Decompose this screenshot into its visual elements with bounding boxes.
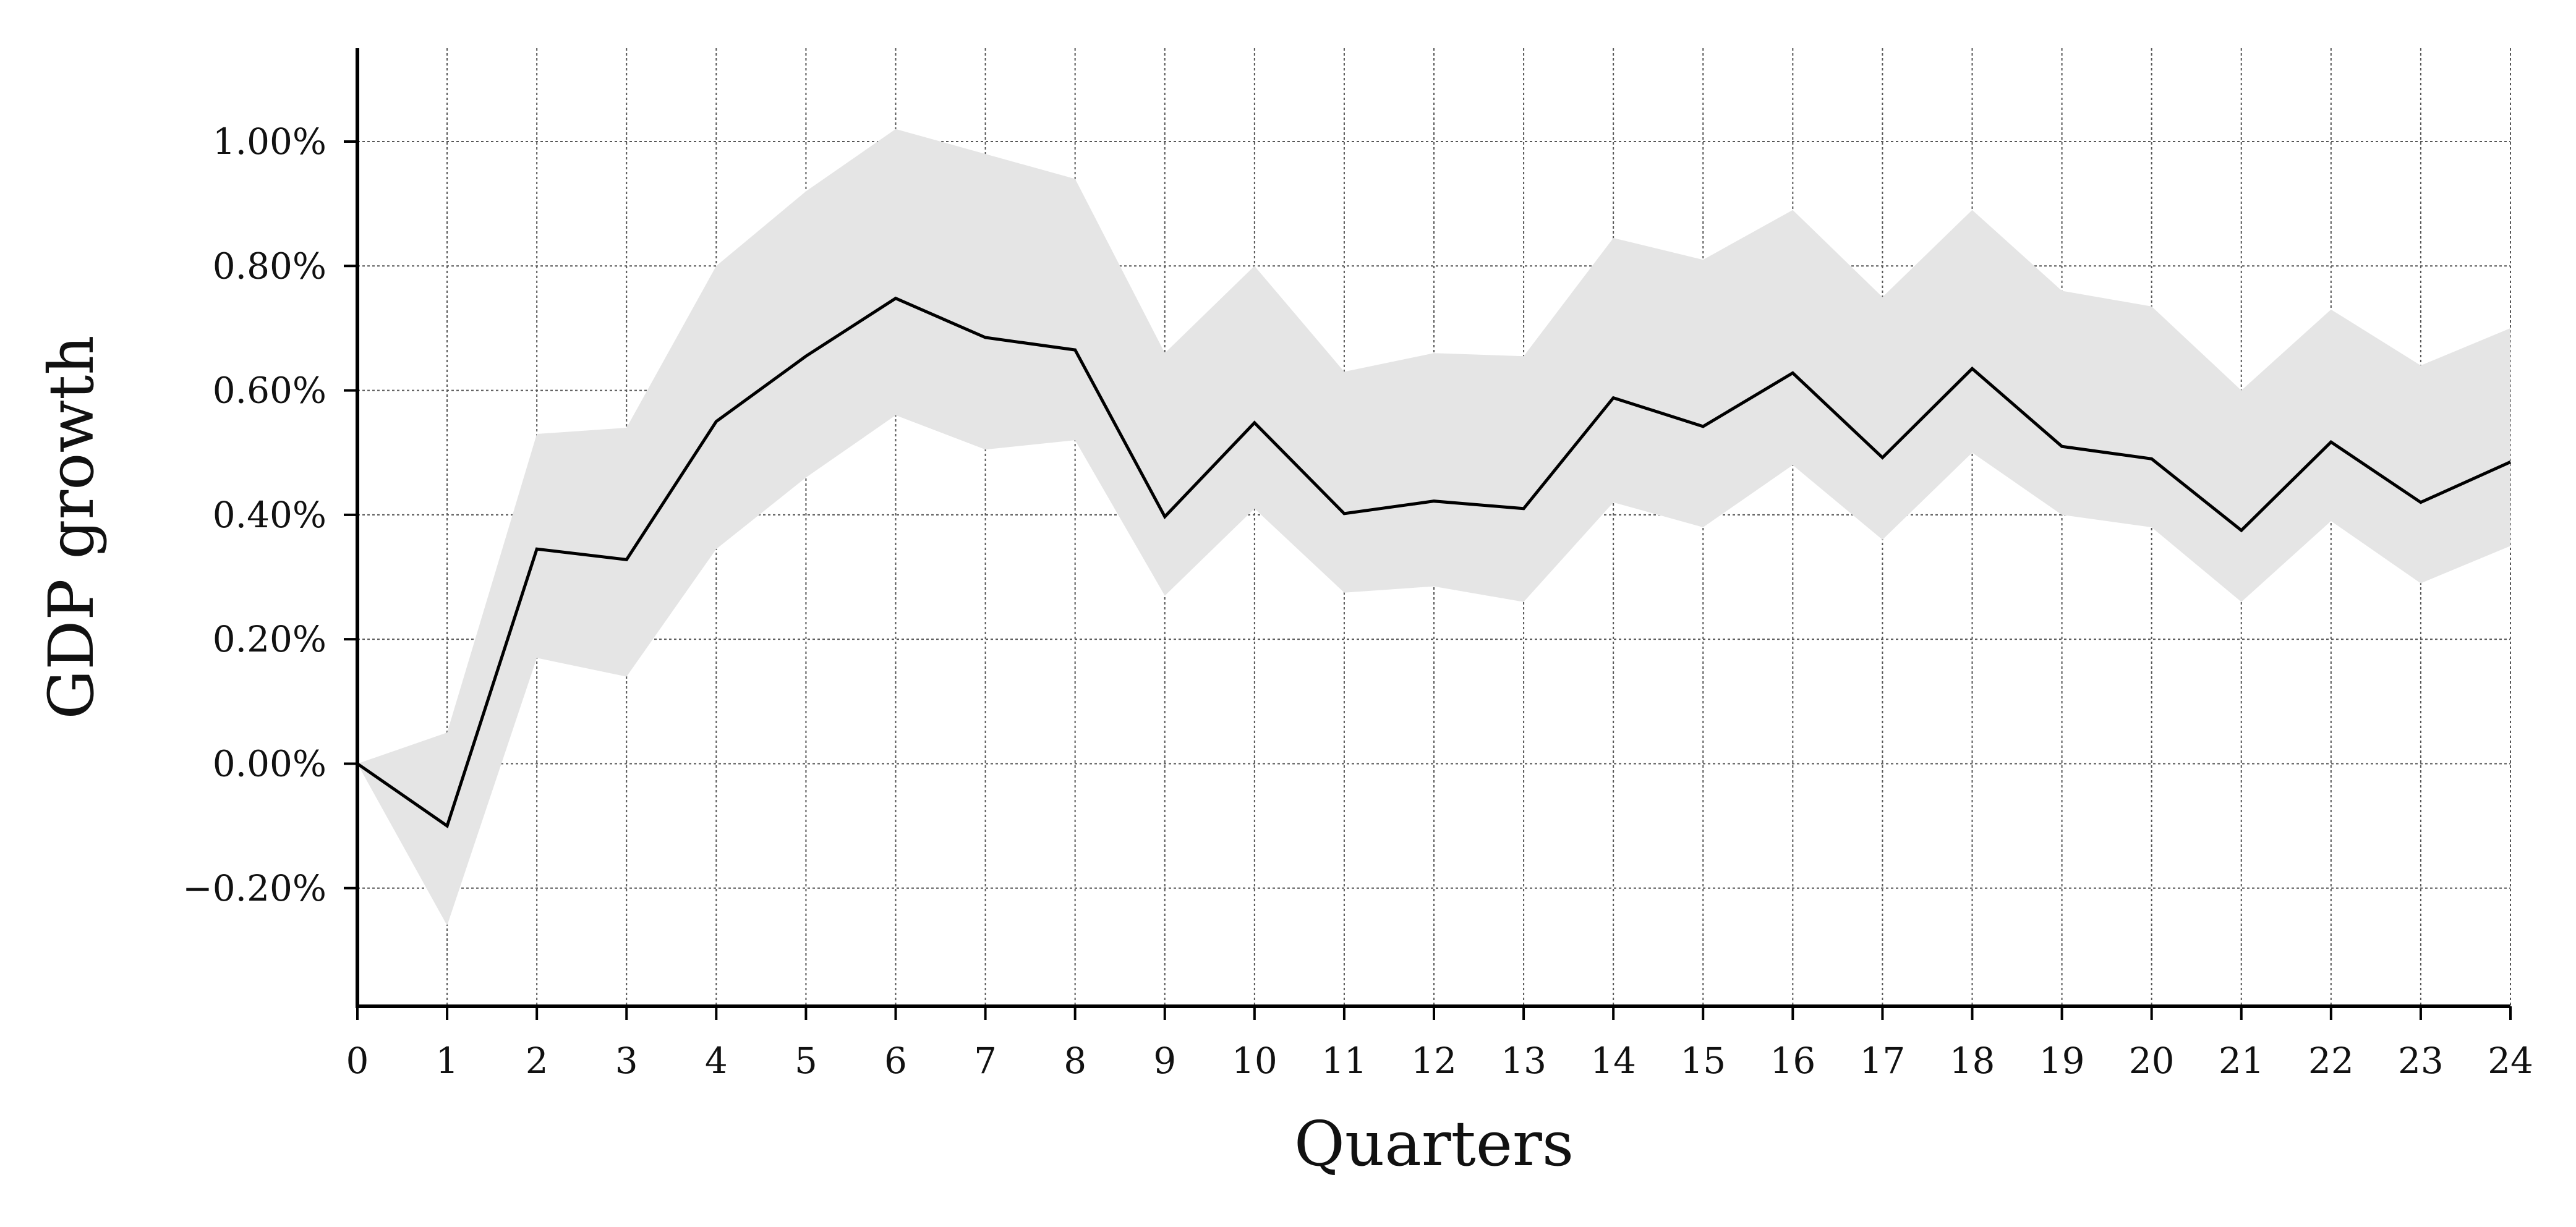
y-tick-label-6: 1.00% <box>213 121 326 163</box>
x-tick-label-12: 12 <box>1411 1040 1457 1082</box>
confidence-band-layer <box>357 129 2510 926</box>
x-tick-label-7: 7 <box>974 1040 997 1082</box>
x-tick-label-5: 5 <box>795 1040 817 1082</box>
x-axis-title: Quarters <box>1294 1108 1574 1180</box>
x-tick-label-6: 6 <box>884 1040 907 1082</box>
x-tick-label-9: 9 <box>1153 1040 1176 1082</box>
x-tick-label-10: 10 <box>1232 1040 1277 1082</box>
series-layer <box>356 296 2512 829</box>
x-tick-label-3: 3 <box>615 1040 638 1082</box>
y-tick-label-5: 0.80% <box>213 245 326 287</box>
x-tick-label-21: 21 <box>2219 1040 2264 1082</box>
x-tick-label-0: 0 <box>346 1040 369 1082</box>
y-tick-label-3: 0.40% <box>213 494 326 536</box>
tick-labels: 0 1 2 3 4 5 6 7 8 9 10 11 12 13 14 15 16 17 18 19 20 21 22 23 24… <box>182 121 2533 1082</box>
x-tick-label-23: 23 <box>2398 1040 2444 1082</box>
x-tick-label-14: 14 <box>1590 1040 1636 1082</box>
y-axis-title: GDP growth <box>35 335 108 719</box>
x-tick-label-1: 1 <box>436 1040 459 1082</box>
series-line-0 <box>356 296 2512 829</box>
confidence-band <box>357 129 2510 926</box>
y-tick-label-4: 0.60% <box>213 370 326 412</box>
x-tick-label-19: 19 <box>2039 1040 2085 1082</box>
y-tick-label-1: 0.00% <box>213 742 326 784</box>
x-tick-label-16: 16 <box>1770 1040 1815 1082</box>
x-tick-label-13: 13 <box>1501 1040 1546 1082</box>
x-tick-label-24: 24 <box>2488 1040 2533 1082</box>
x-tick-label-20: 20 <box>2129 1040 2175 1082</box>
x-tick-label-17: 17 <box>1860 1040 1906 1082</box>
y-tick-label-0: −0.20% <box>182 867 326 909</box>
x-tick-label-4: 4 <box>705 1040 728 1082</box>
x-tick-label-18: 18 <box>1950 1040 1995 1082</box>
x-tick-label-15: 15 <box>1680 1040 1726 1082</box>
y-tick-label-2: 0.20% <box>213 618 326 660</box>
axes <box>344 48 2512 1020</box>
x-tick-label-22: 22 <box>2308 1040 2354 1082</box>
x-tick-label-11: 11 <box>1321 1040 1367 1082</box>
x-tick-label-8: 8 <box>1064 1040 1086 1082</box>
x-tick-label-2: 2 <box>526 1040 548 1082</box>
